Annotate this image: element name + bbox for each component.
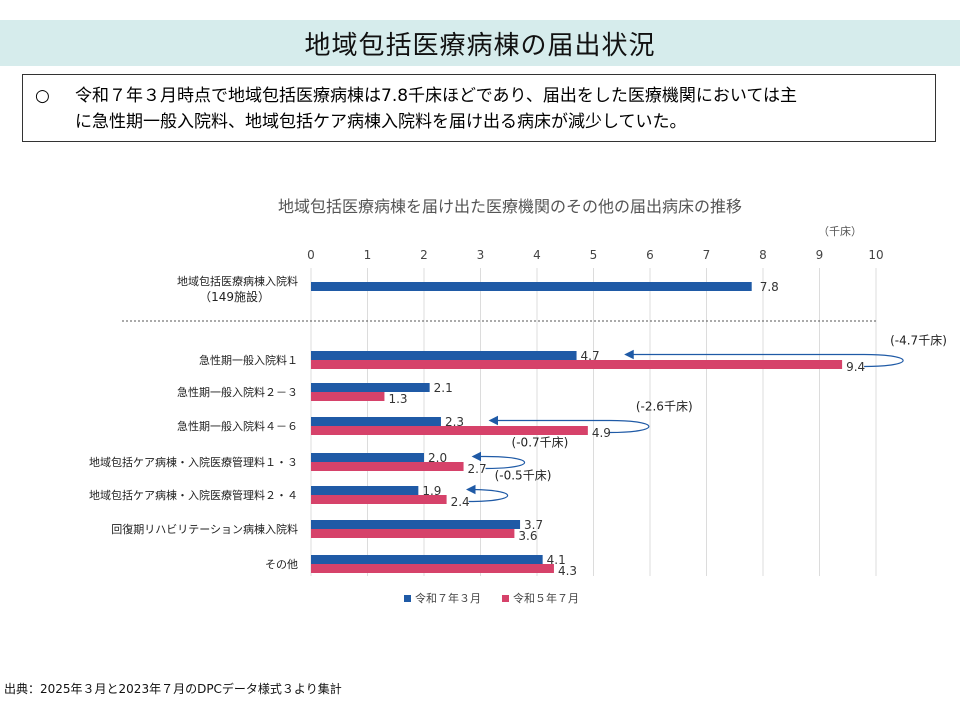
data-label-series2: 4.3: [558, 564, 577, 578]
x-tick-label: 1: [364, 248, 372, 262]
annotation-label: (-0.5千床): [495, 469, 552, 483]
data-label-series1: 3.7: [524, 518, 543, 532]
data-label-series2: 3.6: [518, 529, 537, 543]
legend-label: 令和７年３月: [415, 591, 481, 605]
annotation-arrow: [624, 349, 904, 368]
chart-ticks: 0 1 2 3 4 5 6 7 8 9 10: [307, 248, 883, 262]
bar-series2-2: [311, 426, 588, 435]
data-label-series2: 4.9: [592, 426, 611, 440]
summary-line-2: に急性期一般入院料、地域包括ケア病棟入院料を届け出る病床が減少していた。: [75, 112, 687, 132]
bar-series2-6: [311, 564, 554, 573]
summary-line-1: 令和７年３月時点で地域包括医療病棟は7.8千床ほどであり、届出をした医療機関にお…: [75, 86, 797, 106]
bar-top-row: [311, 282, 752, 291]
category-label: 急性期一般入院料１: [199, 353, 298, 367]
bar-series1-4: [311, 486, 419, 495]
top-row-label: 地域包括医療病棟入院料: [177, 274, 298, 288]
x-tick-label: 8: [759, 248, 767, 262]
annotation-label: (-4.7千床): [890, 334, 947, 348]
x-tick-label: 5: [590, 248, 598, 262]
bar-series1-3: [311, 453, 424, 462]
category-label: 急性期一般入院料２－３: [177, 385, 298, 399]
bar-series2-5: [311, 529, 515, 538]
bar-series1-0: [311, 351, 577, 360]
data-label-series1: 1.9: [422, 484, 441, 498]
chart-unit: （千床）: [818, 224, 862, 238]
annotation-label: (-0.7千床): [512, 436, 569, 450]
annotation-arrow: [471, 451, 525, 470]
summary-box: ○ 令和７年３月時点で地域包括医療病棟は7.8千床ほどであり、届出をした医療機関…: [22, 74, 936, 142]
category-label: 急性期一般入院料４－６: [177, 419, 298, 433]
summary-bullet: ○: [35, 86, 50, 106]
data-label-series2: 9.4: [846, 360, 865, 374]
data-label-series2: 2.7: [468, 462, 487, 476]
annotation-label: (-2.6千床): [636, 400, 693, 414]
x-tick-label: 6: [646, 248, 654, 262]
data-label-series1: 2.1: [434, 381, 453, 395]
top-row-sublabel: （149施設）: [199, 289, 270, 304]
annotation-arrow: [488, 415, 650, 434]
x-tick-label: 10: [868, 248, 883, 262]
bar-series2-0: [311, 360, 843, 369]
x-tick-label: 2: [420, 248, 428, 262]
legend-swatch: [404, 595, 411, 602]
bar-series1-6: [311, 555, 543, 564]
data-label-series1: 2.0: [428, 451, 447, 465]
x-tick-label: 9: [816, 248, 824, 262]
annotation-arrow: [465, 484, 508, 503]
data-label-series1: 4.7: [581, 349, 600, 363]
bar-series2-1: [311, 392, 385, 401]
page-title: 地域包括医療病棟の届出状況: [304, 30, 656, 61]
bar-series1-5: [311, 520, 521, 529]
x-tick-label: 0: [307, 248, 315, 262]
data-label-series2: 1.3: [388, 392, 407, 406]
chart-title: 地域包括医療病棟を届け出た医療機関のその他の届出病床の推移: [278, 197, 742, 216]
legend-swatch: [502, 595, 509, 602]
category-label: 地域包括ケア病棟・入院医療管理料１・３: [89, 455, 298, 469]
bar-series1-2: [311, 417, 441, 426]
data-label-series1: 2.3: [445, 415, 464, 429]
source-note: 出典：2025年３月と2023年７月のDPCデータ様式３より集計: [4, 682, 342, 696]
bar-series1-1: [311, 383, 430, 392]
category-label: その他: [265, 558, 298, 571]
chart-rows: 地域包括医療病棟入院料（149施設） 7.8 急性期一般入院料１ 4.7 9.4 急性期一…: [89, 274, 876, 578]
data-label-top-row: 7.8: [760, 280, 779, 294]
legend-label: 令和５年７月: [513, 591, 579, 605]
chart-annotations: (-4.7千床) (-2.6千床) (-0.7千床) (-0.5千床): [465, 334, 947, 503]
category-label: 回復期リハビリテーション病棟入院料: [111, 522, 298, 536]
chart-grid: [310, 268, 877, 576]
bar-series2-3: [311, 462, 464, 471]
chart-legend: 令和７年３月 令和５年７月: [404, 591, 579, 605]
x-tick-label: 3: [477, 248, 485, 262]
category-label: 地域包括ケア病棟・入院医療管理料２・４: [89, 488, 298, 502]
data-label-series1: 4.1: [547, 553, 566, 567]
bar-series2-4: [311, 495, 447, 504]
title-bar: 地域包括医療病棟の届出状況: [0, 20, 960, 66]
x-tick-label: 4: [533, 248, 541, 262]
bar-chart: 地域包括医療病棟を届け出た医療機関のその他の届出病床の推移 （千床） 0 1 2 3 4…: [89, 197, 947, 605]
x-tick-label: 7: [703, 248, 711, 262]
data-label-series2: 2.4: [451, 495, 470, 509]
